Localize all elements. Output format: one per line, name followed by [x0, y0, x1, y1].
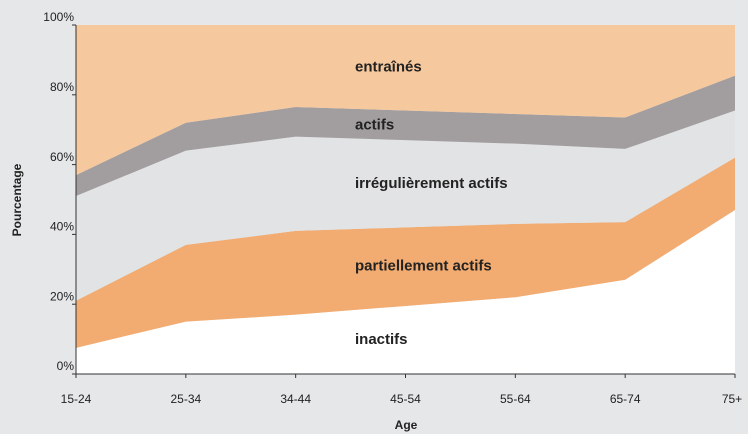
y-tick-label: 40% [50, 220, 74, 234]
x-tick-label: 75+ [722, 392, 742, 406]
area [76, 75, 735, 197]
y-tick-label: 60% [50, 150, 74, 164]
series-label: partiellement actifs [355, 258, 492, 275]
y-axis-label: Pourcentage [10, 163, 24, 236]
x-tick-label: 34-44 [280, 392, 311, 406]
x-axis-label: Age [395, 418, 418, 432]
x-tick-label: 55-64 [500, 392, 531, 406]
y-tick-label: 80% [50, 80, 74, 94]
series-label: inactifs [355, 331, 408, 348]
x-tick-label: 65-74 [610, 392, 641, 406]
x-tick-label: 45-54 [390, 392, 421, 406]
y-tick-label: 20% [50, 289, 74, 303]
area [76, 209, 735, 374]
x-tick-label: 15-24 [61, 392, 92, 406]
area [76, 110, 735, 301]
series-label: entraînés [355, 59, 422, 76]
series-label: actifs [355, 116, 394, 133]
series-label: irrégulièrement actifs [355, 175, 508, 192]
x-tick-label: 25-34 [170, 392, 201, 406]
area [76, 157, 735, 348]
area [76, 25, 735, 176]
y-tick-label: 0% [57, 359, 75, 373]
y-tick-label: 100% [43, 10, 74, 24]
